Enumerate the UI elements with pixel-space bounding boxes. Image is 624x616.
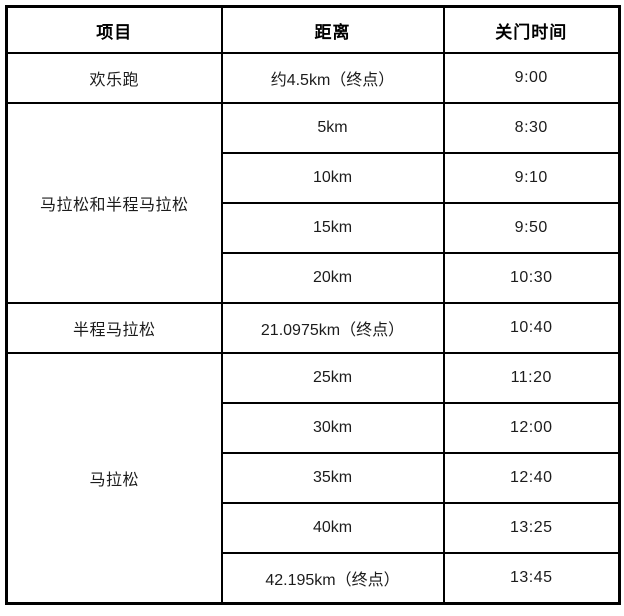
table-row: 马拉松 25km 11:20 — [5, 352, 621, 605]
close-time-cell: 10:40 — [442, 302, 621, 354]
distance-cell: 42.195km（终点） — [220, 552, 445, 605]
close-time-cell: 9:00 — [442, 52, 621, 104]
close-time-cell: 12:40 — [442, 452, 621, 504]
closing-time-table: 项目 距离 关门时间 欢乐跑 约4.5km（终点） 9:00 马拉松和半程马拉松 5km… — [5, 5, 621, 605]
table-header: 项目 距离 关门时间 — [5, 5, 621, 54]
distance-cell: 约4.5km（终点） — [220, 52, 445, 104]
table-body: 欢乐跑 约4.5km（终点） 9:00 马拉松和半程马拉松 5km 8:30 10km 9:1… — [5, 52, 621, 605]
event-name-cell: 马拉松和半程马拉松 — [5, 102, 223, 304]
event-name-cell: 马拉松 — [5, 352, 223, 605]
distance-cell: 15km — [220, 202, 445, 254]
distance-cell: 40km — [220, 502, 445, 554]
header-row: 项目 距离 关门时间 — [5, 5, 621, 54]
table-row: 10km 9:10 — [7, 152, 621, 204]
close-time-cell: 13:25 — [442, 502, 621, 554]
distance-cell: 25km — [220, 352, 445, 404]
distance-cell: 10km — [220, 152, 445, 204]
table-row: 15km 9:50 — [7, 202, 621, 254]
close-time-cell: 8:30 — [442, 102, 621, 154]
table-row: 40km 13:25 — [7, 502, 621, 554]
table-row: 20km 10:30 — [7, 252, 621, 304]
table-row: 35km 12:40 — [7, 452, 621, 504]
distance-cell: 21.0975km（终点） — [220, 302, 445, 354]
header-distance: 距离 — [220, 5, 445, 54]
table-row: 欢乐跑 约4.5km（终点） 9:00 — [5, 52, 621, 104]
event-name-cell: 欢乐跑 — [5, 52, 223, 104]
table-row: 30km 12:00 — [7, 402, 621, 454]
table-row: 42.195km（终点） 13:45 — [7, 552, 621, 605]
distance-cell: 30km — [220, 402, 445, 454]
close-time-cell: 13:45 — [442, 552, 621, 605]
close-time-cell: 10:30 — [442, 252, 621, 304]
table-row: 马拉松和半程马拉松 5km 8:30 — [5, 102, 621, 304]
event-name-cell: 半程马拉松 — [5, 302, 223, 354]
distance-cell: 5km — [220, 102, 445, 154]
close-time-cell: 11:20 — [442, 352, 621, 404]
close-time-cell: 9:10 — [442, 152, 621, 204]
close-time-cell: 9:50 — [442, 202, 621, 254]
schedule-table: 项目 距离 关门时间 欢乐跑 约4.5km（终点） 9:00 马拉松和半程马拉松 5km… — [5, 5, 621, 605]
table-row: 半程马拉松 21.0975km（终点） 10:40 — [5, 302, 621, 354]
header-item: 项目 — [5, 5, 223, 54]
distance-cell: 35km — [220, 452, 445, 504]
distance-cell: 20km — [220, 252, 445, 304]
header-close-time: 关门时间 — [442, 5, 621, 54]
close-time-cell: 12:00 — [442, 402, 621, 454]
